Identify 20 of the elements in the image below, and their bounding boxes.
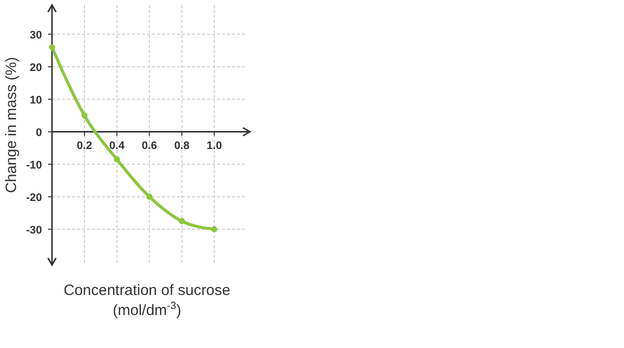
point [178,218,185,224]
y-tick-label: -20 [26,192,42,204]
point [81,112,88,119]
point [211,226,218,232]
y-tick-label: 20 [30,62,42,74]
y-tick-label: 10 [30,94,42,106]
point [114,156,120,162]
point [146,194,152,200]
y-tick-label: -30 [26,224,42,236]
x-tick-label: 1.0 [206,140,222,152]
point [48,44,56,50]
y-tick-label: -10 [26,159,42,172]
x-tick-label: 0.6 [142,140,158,152]
x-tick-label: 0.8 [174,140,190,152]
x-axis-title: Concentration of sucrose (mol/dm$^{-3}$) [64,282,230,319]
x-tick-label: 0.4 [109,140,126,152]
y-tick-label: 30 [30,29,42,42]
y-tick-label: 0 [36,126,42,139]
x-tick-label: 0.2 [76,140,92,152]
y-axis-title: Change in mass (%) [3,57,20,193]
